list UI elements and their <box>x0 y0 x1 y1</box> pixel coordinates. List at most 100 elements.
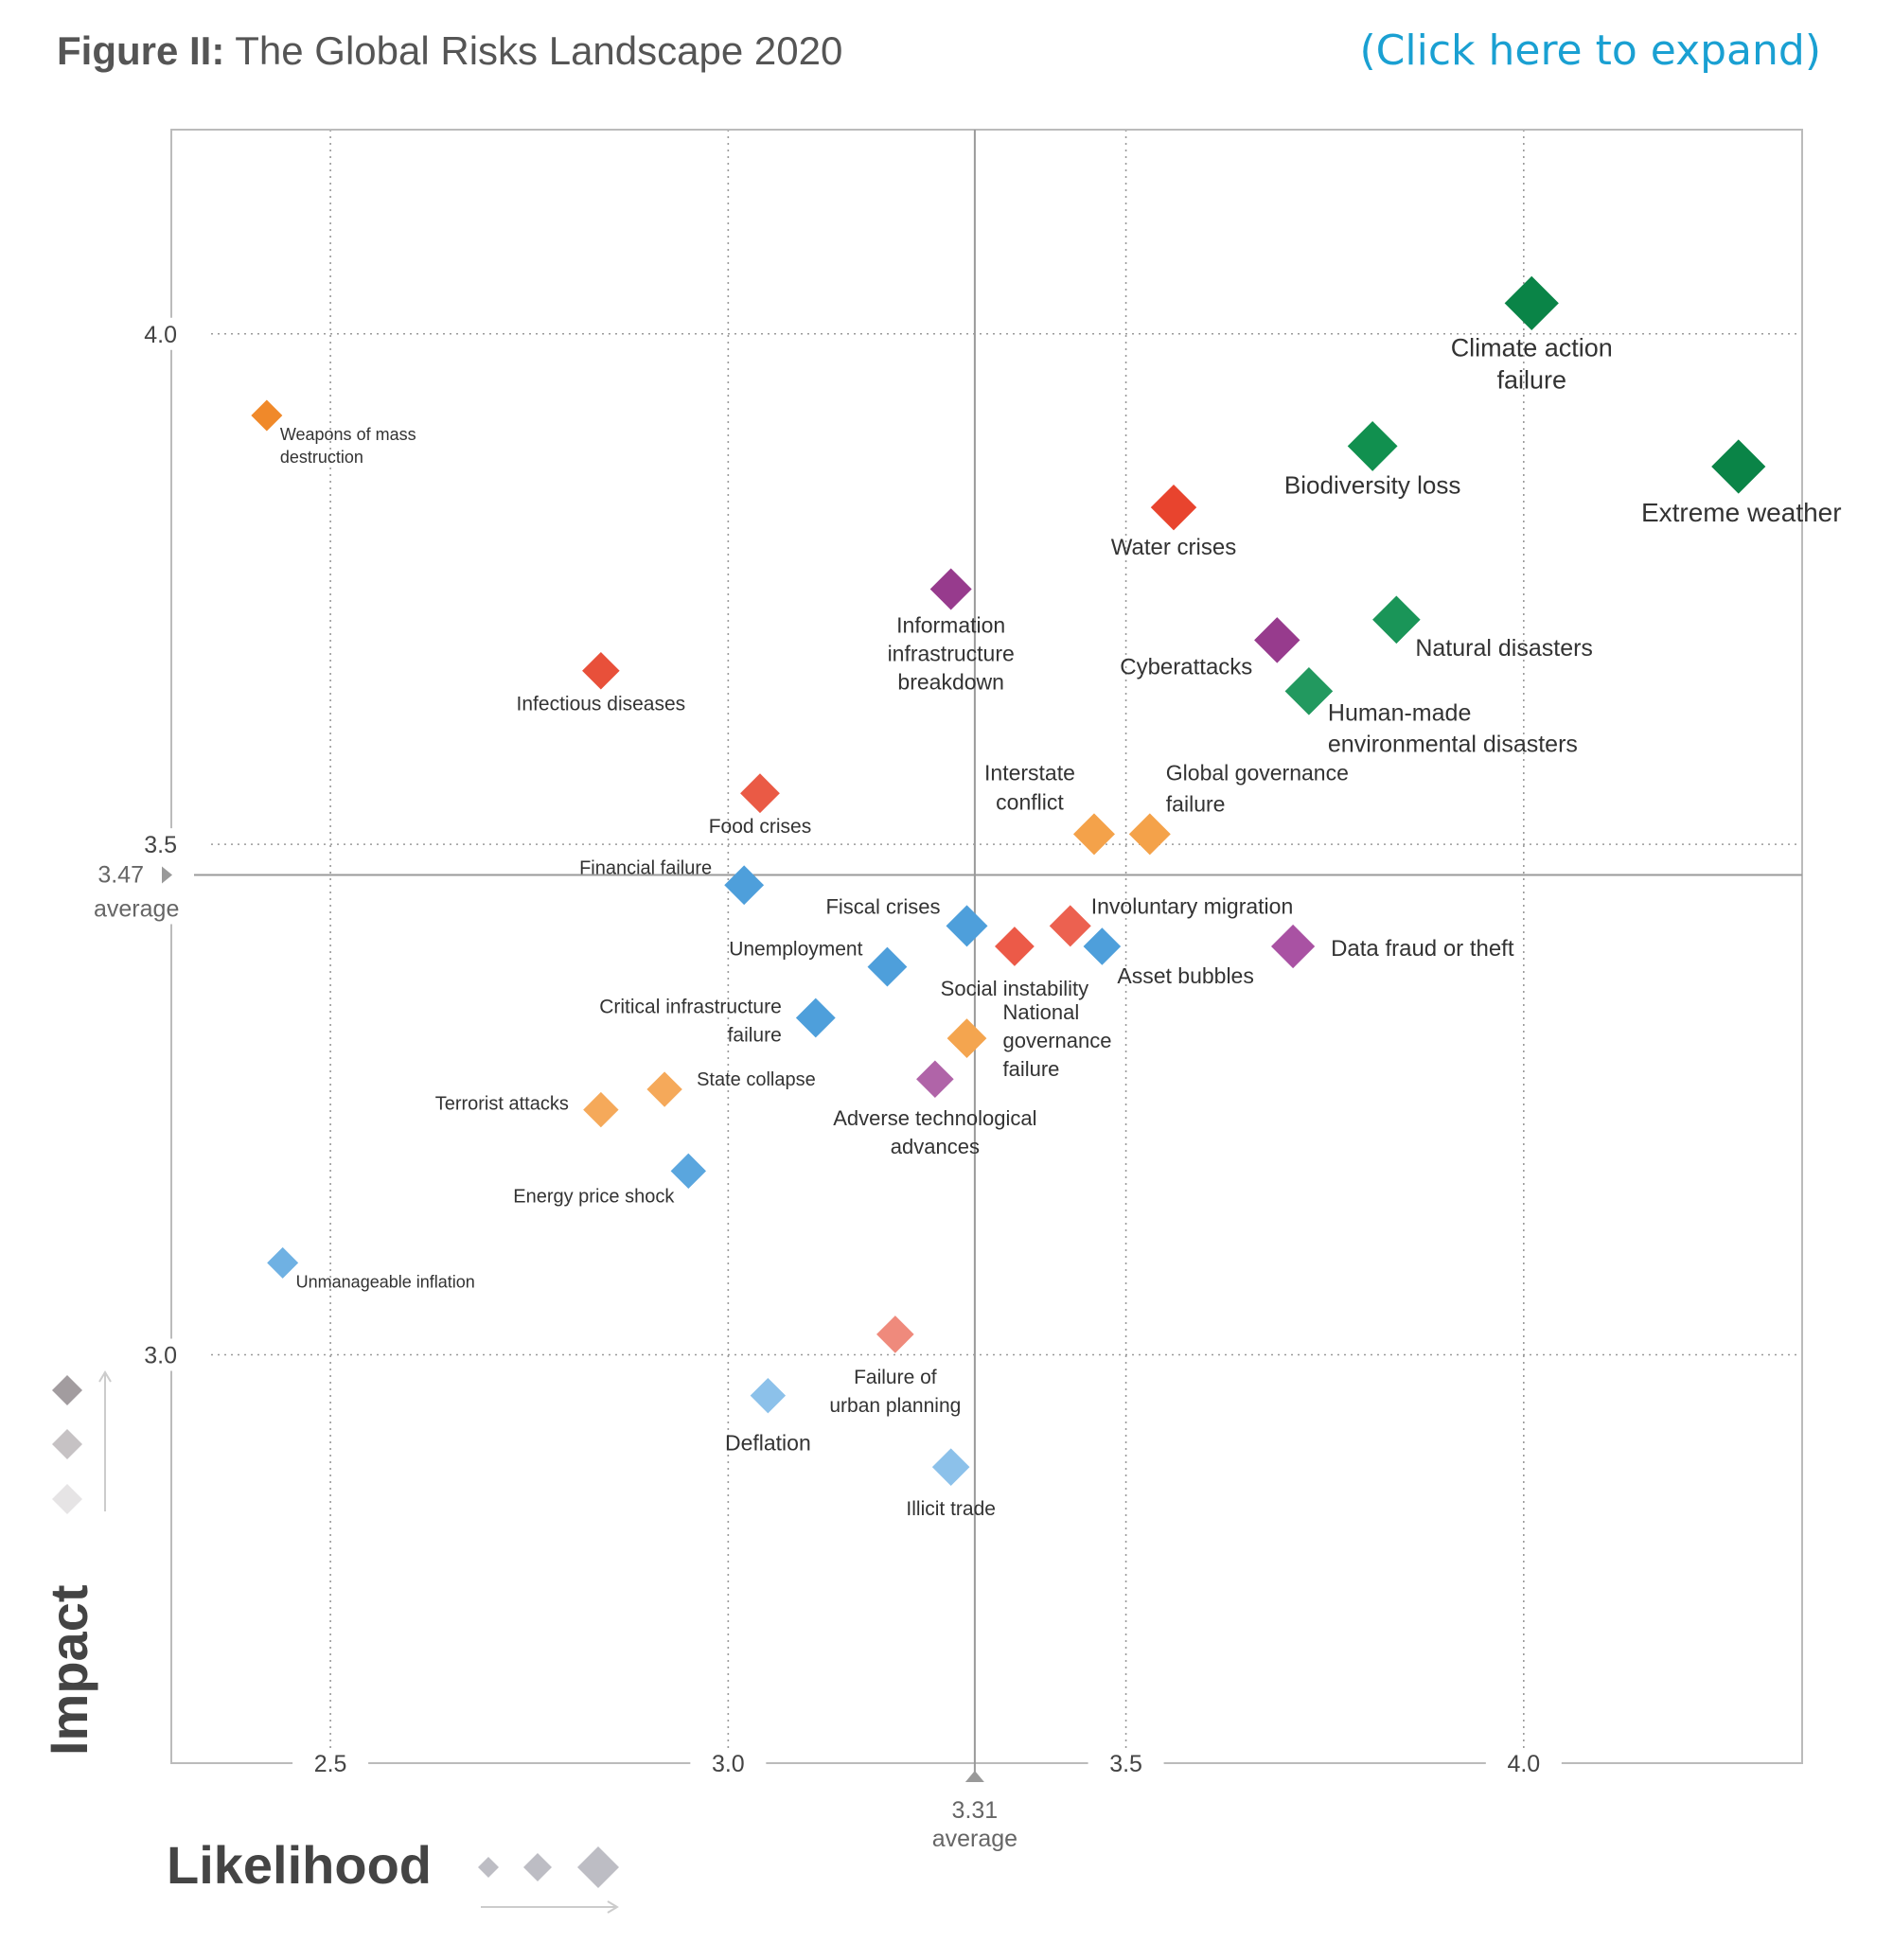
risk-label: Deflation <box>725 1431 811 1456</box>
risk-label: Interstate conflict <box>984 760 1075 814</box>
risk-label: Illicit trade <box>906 1498 996 1520</box>
risk-point[interactable] <box>1083 927 1122 965</box>
x-tick-label: 2.5 <box>314 1751 347 1777</box>
risk-label: Water crises <box>1111 535 1236 560</box>
risk-label: Natural disasters <box>1415 635 1593 662</box>
risk-label: Climate action failure <box>1451 333 1613 394</box>
risk-point[interactable] <box>916 1060 954 1099</box>
risk-point[interactable] <box>1128 813 1171 856</box>
risk-label: Weapons of mass destruction <box>280 425 416 467</box>
y-tick-backdrop <box>133 828 209 861</box>
risk-point[interactable] <box>1711 439 1766 494</box>
legend-likelihood-arrowhead <box>607 1900 619 1914</box>
risk-label: Terrorist attacks <box>435 1094 569 1115</box>
risk-point[interactable] <box>946 1018 987 1058</box>
risk-label: Failure of urban planning <box>829 1367 961 1417</box>
risk-label: Human-made environmental disasters <box>1328 699 1578 757</box>
legend-large-diamond <box>577 1846 619 1888</box>
risk-label: Social instability <box>941 977 1089 1000</box>
risk-point[interactable] <box>1254 617 1300 663</box>
y-tick-label: 4.0 <box>144 322 177 348</box>
legend-medium-diamond <box>523 1853 552 1881</box>
risk-label: Adverse technological advances <box>833 1106 1036 1158</box>
risk-point[interactable] <box>1504 275 1559 330</box>
risk-point[interactable] <box>1049 905 1091 947</box>
risk-label: Biodiversity loss <box>1284 470 1460 499</box>
figure-title: The Global Risks Landscape 2020 <box>235 28 843 73</box>
risk-point[interactable] <box>740 773 780 814</box>
data-labels: Climate action failure Extreme weather Biod… <box>280 333 1842 1520</box>
risk-point[interactable] <box>1372 595 1421 645</box>
risk-point[interactable] <box>946 905 988 947</box>
risk-point[interactable] <box>1150 484 1197 531</box>
risk-point[interactable] <box>867 946 908 987</box>
impact-legend <box>52 1370 112 1514</box>
x-average-label: average <box>932 1826 1017 1852</box>
risk-point[interactable] <box>670 1153 707 1190</box>
risk-point[interactable] <box>795 998 836 1038</box>
y-average-marker <box>162 866 172 884</box>
risk-label: Involuntary migration <box>1091 893 1294 918</box>
risk-label: Unemployment <box>729 939 862 961</box>
risk-point[interactable] <box>929 568 972 610</box>
risk-label: Critical infrastructure failure <box>599 997 782 1047</box>
risk-label: Data fraud or theft <box>1331 936 1514 962</box>
risk-point[interactable] <box>582 651 620 690</box>
risk-point[interactable] <box>267 1246 299 1279</box>
risk-label: Extreme weather <box>1641 498 1842 527</box>
risk-label: Fiscal crises <box>825 894 940 918</box>
x-tick-backdrop <box>292 1748 369 1778</box>
legend-impact-arrowhead <box>98 1370 112 1383</box>
x-tick-backdrop <box>690 1748 767 1778</box>
legend-impact-medium-diamond <box>52 1429 82 1459</box>
risk-point[interactable] <box>646 1071 682 1107</box>
risk-label: Information infrastructure breakdown <box>888 612 1015 694</box>
risk-point[interactable] <box>931 1448 970 1486</box>
risk-point[interactable] <box>750 1377 787 1414</box>
risk-point[interactable] <box>1347 421 1398 471</box>
risk-point[interactable] <box>251 399 283 432</box>
x-average-value: 3.31 <box>952 1797 999 1824</box>
risk-point[interactable] <box>583 1091 619 1128</box>
x-tick-label: 4.0 <box>1507 1751 1540 1777</box>
grid-lines <box>171 130 1802 1763</box>
x-average-marker <box>964 1771 984 1782</box>
risk-point[interactable] <box>724 865 765 906</box>
x-tick-label: 3.5 <box>1109 1751 1142 1777</box>
risk-point[interactable] <box>1072 813 1115 856</box>
legend-impact-small-diamond <box>52 1484 82 1514</box>
risk-label: Financial failure <box>579 857 712 878</box>
risk-label: Infectious diseases <box>517 694 686 715</box>
risk-point[interactable] <box>1270 924 1316 969</box>
risk-label: National governance failure <box>1002 1000 1111 1081</box>
y-tick-backdrop <box>133 317 209 350</box>
risk-label: Food crises <box>709 816 812 838</box>
risk-label: Energy price shock <box>513 1186 675 1207</box>
y-average-value: 3.47 <box>97 861 144 888</box>
x-tick-backdrop <box>1485 1748 1562 1778</box>
risk-label: Global governance failure <box>1166 760 1349 816</box>
likelihood-legend <box>478 1846 619 1914</box>
y-tick-backdrop <box>133 1338 209 1371</box>
y-tick-label: 3.0 <box>144 1343 177 1369</box>
legend-impact-large-diamond <box>52 1375 82 1405</box>
risk-point[interactable] <box>995 927 1035 966</box>
expand-link[interactable]: (Click here to expand) <box>1359 26 1821 75</box>
figure-prefix: Figure II: <box>57 28 225 73</box>
risk-label: Cyberattacks <box>1120 654 1252 680</box>
risk-point[interactable] <box>876 1315 914 1353</box>
figure-header: Figure II: The Global Risks Landscape 20… <box>0 0 1893 104</box>
risk-point[interactable] <box>1284 667 1334 715</box>
y-tick-label: 3.5 <box>144 832 177 858</box>
legend-small-diamond <box>478 1857 499 1878</box>
plot-frame <box>170 129 1803 1764</box>
x-axis-title: Likelihood <box>167 1835 432 1895</box>
x-tick-label: 3.0 <box>712 1751 745 1777</box>
risk-label: State collapse <box>697 1069 816 1090</box>
x-tick-backdrop <box>1088 1748 1164 1778</box>
data-points <box>251 275 1766 1486</box>
y-average-label: average <box>94 895 179 922</box>
risk-label: Unmanageable inflation <box>296 1272 475 1291</box>
page-title: Figure II: The Global Risks Landscape 20… <box>57 28 842 74</box>
